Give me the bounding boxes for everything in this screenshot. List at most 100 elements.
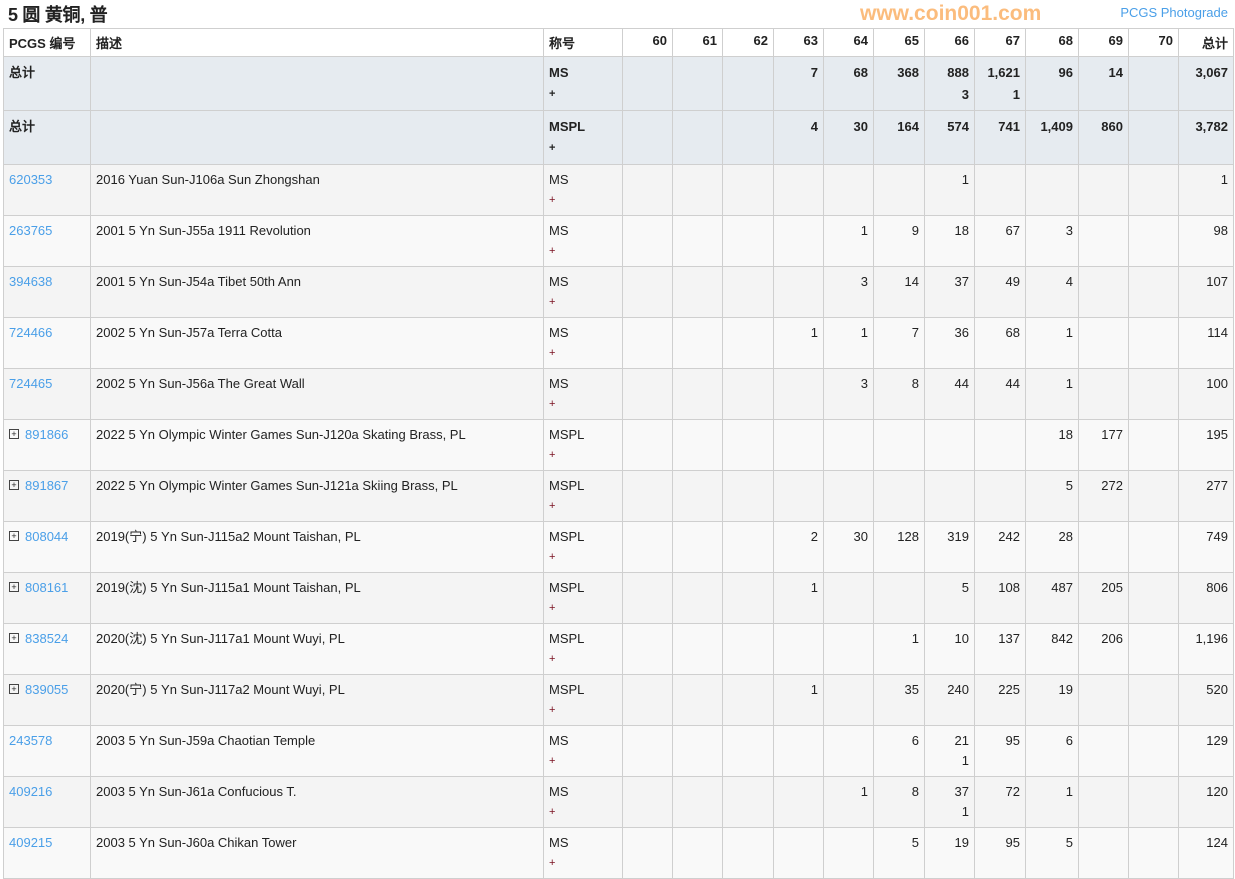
expand-icon[interactable]: + (9, 633, 19, 643)
grade-64-count: 1 (823, 317, 874, 369)
grade-61-count (672, 56, 723, 111)
grade-67-count (974, 419, 1026, 471)
grade-66-count: 319 (924, 521, 975, 573)
grade-61-count (672, 725, 723, 777)
pcgs-number-link[interactable]: 891866 (25, 427, 69, 442)
grade-69-count (1078, 266, 1129, 318)
grade-62-count (722, 776, 774, 828)
grade-67-count: 95 (974, 725, 1026, 777)
designation: MSPL + (543, 470, 623, 522)
grade-66-count: 5 (924, 572, 975, 624)
grade-63-count: 7 (773, 56, 824, 111)
grade-69-count (1078, 776, 1129, 828)
pcgs-number-link[interactable]: 724465 (9, 376, 53, 391)
table-row: 409215 2003 5 Yn Sun-J60a Chikan Tower MS +… (3, 827, 1234, 879)
grade-63-count: 2 (773, 521, 824, 573)
grade-63-count (773, 470, 824, 522)
grade-70-count (1128, 623, 1179, 675)
grade-61-count (672, 674, 723, 726)
grade-67-count: 108 (974, 572, 1026, 624)
expand-icon[interactable]: + (9, 582, 19, 592)
pcgs-number-cell: +808161 (3, 572, 91, 624)
plus-marker: + (549, 653, 556, 665)
plus-marker: + (549, 755, 556, 767)
grade-64-count: 30 (823, 521, 874, 573)
grade-68-count: 28 (1025, 521, 1079, 573)
grade-69-count (1078, 215, 1129, 267)
grade-68-count: 19 (1025, 674, 1079, 726)
grade-64-count: 3 (823, 266, 874, 318)
plus-marker: + (549, 602, 556, 614)
header-designation: 称号 (543, 28, 623, 57)
grade-63-count (773, 776, 824, 828)
pcgs-number-link[interactable]: 808044 (25, 529, 69, 544)
grade-60-count (622, 266, 673, 318)
empty-cell (90, 56, 544, 111)
grade-66-count: 37 1 (924, 776, 975, 828)
grade-66-count: 240 (924, 674, 975, 726)
header-grade-68: 68 (1025, 28, 1079, 57)
grade-67-count: 242 (974, 521, 1026, 573)
designation: MS + (543, 725, 623, 777)
pcgs-photograde-link[interactable]: PCGS Photograde (1120, 5, 1228, 20)
population-table: PCGS 编号 描述 称号 60 61 62 63 64 65 66 67 68 69 70 总计 总… (3, 28, 1234, 879)
pcgs-number-cell: +891866 (3, 419, 91, 471)
header-grade-62: 62 (722, 28, 774, 57)
description: 2019(宁) 5 Yn Sun-J115a2 Mount Taishan, P… (90, 521, 544, 573)
grade-61-count (672, 623, 723, 675)
table-row: 724466 2002 5 Yn Sun-J57a Terra Cotta MS + 1… (3, 317, 1234, 369)
pcgs-number-link[interactable]: 620353 (9, 172, 53, 187)
header-grade-65: 65 (873, 28, 925, 57)
grade-61-count (672, 419, 723, 471)
grade-63-count: 1 (773, 572, 824, 624)
grade-62-count (722, 470, 774, 522)
grade-65-count (873, 470, 925, 522)
plus-count: 1 (961, 753, 969, 768)
table-row: +808161 2019(沈) 5 Yn Sun-J115a1 Mount Tai… (3, 572, 1234, 624)
totals-label: 总计 (3, 56, 91, 111)
grade-70-count (1128, 164, 1179, 216)
pcgs-number-link[interactable]: 243578 (9, 733, 53, 748)
plus-marker: + (549, 551, 556, 563)
expand-icon[interactable]: + (9, 429, 19, 439)
pcgs-number-cell: +891867 (3, 470, 91, 522)
row-total: 124 (1178, 827, 1234, 879)
expand-icon[interactable]: + (9, 684, 19, 694)
designation: MS + (543, 56, 623, 111)
pcgs-number-link[interactable]: 724466 (9, 325, 53, 340)
pcgs-number-link[interactable]: 838524 (25, 631, 69, 646)
expand-icon[interactable]: + (9, 480, 19, 490)
grade-60-count (622, 164, 673, 216)
pcgs-number-link[interactable]: 839055 (25, 682, 69, 697)
plus-marker: + (549, 500, 556, 512)
row-total: 1 (1178, 164, 1234, 216)
grade-67-count: 49 (974, 266, 1026, 318)
table-row: 620353 2016 Yuan Sun-J106a Sun Zhongshan M… (3, 164, 1234, 216)
grade-60-count (622, 215, 673, 267)
description: 2001 5 Yn Sun-J54a Tibet 50th Ann (90, 266, 544, 318)
grade-62-count (722, 368, 774, 420)
grade-67-count: 225 (974, 674, 1026, 726)
grade-67-count (974, 164, 1026, 216)
grade-65-count: 14 (873, 266, 925, 318)
table-header: PCGS 编号 描述 称号 60 61 62 63 64 65 66 67 68 69 70 总计 (3, 28, 1234, 57)
grade-70-count (1128, 266, 1179, 318)
expand-icon[interactable]: + (9, 531, 19, 541)
grade-62-count (722, 266, 774, 318)
pcgs-number-link[interactable]: 394638 (9, 274, 53, 289)
grade-67-count: 72 (974, 776, 1026, 828)
pcgs-number-link[interactable]: 263765 (9, 223, 53, 238)
row-total: 3,782 (1178, 110, 1234, 165)
grade-70-count (1128, 317, 1179, 369)
grade-70-count (1128, 776, 1179, 828)
grade-66-count (924, 419, 975, 471)
pcgs-number-cell: 724466 (3, 317, 91, 369)
pcgs-number-link[interactable]: 409216 (9, 784, 53, 799)
header-grade-61: 61 (672, 28, 723, 57)
designation: MS + (543, 776, 623, 828)
pcgs-number-link[interactable]: 891867 (25, 478, 69, 493)
pcgs-number-link[interactable]: 409215 (9, 835, 53, 850)
pcgs-number-link[interactable]: 808161 (25, 580, 69, 595)
grade-63-count (773, 266, 824, 318)
grade-68-count: 1 (1025, 317, 1079, 369)
